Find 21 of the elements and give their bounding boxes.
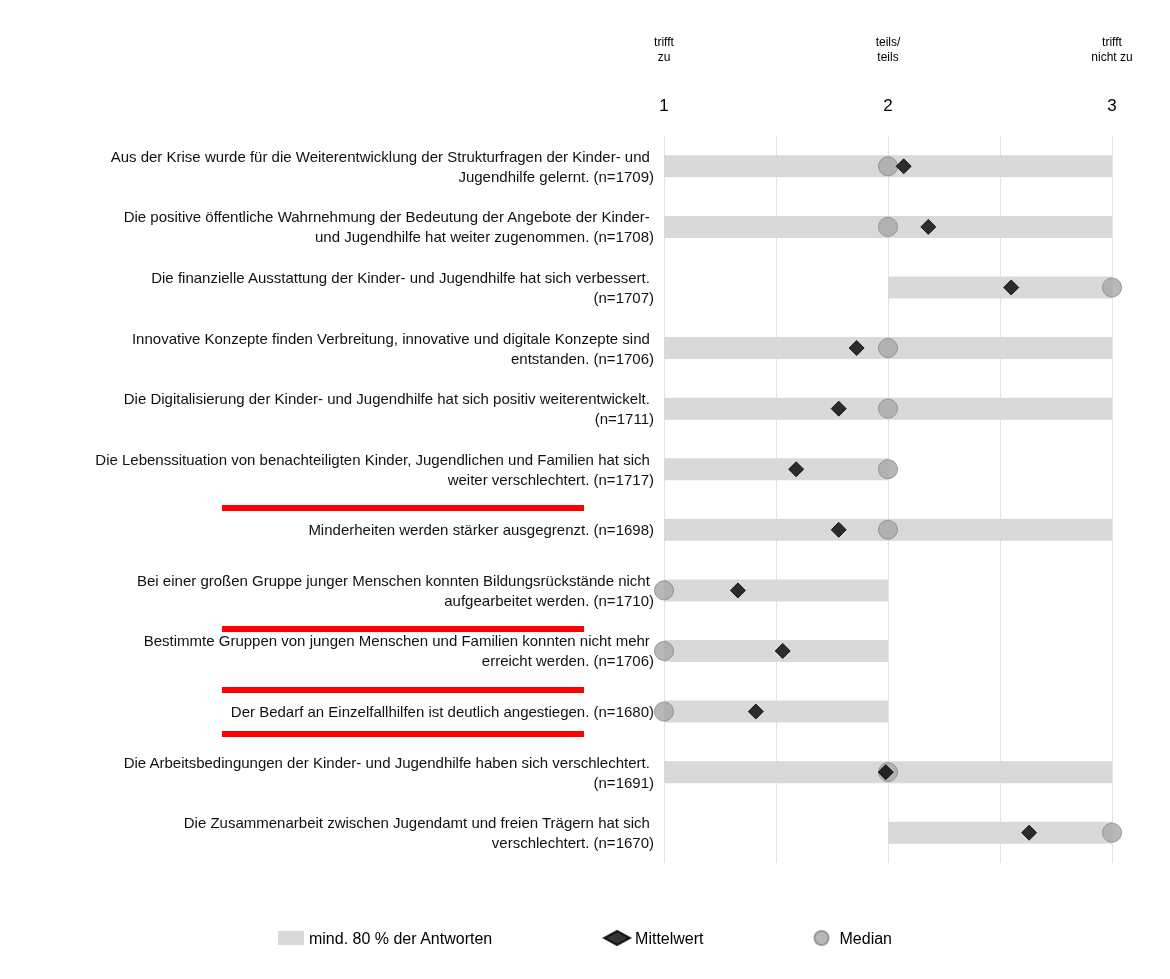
text: teils/ teils — [875, 34, 901, 64]
legend-label: Mittelwert — [635, 929, 705, 947]
y-tick-label: Die finanzielle Ausstattung der Kinder- und Jugendhilfe hat sich verbessert. (n=1707) — [151, 268, 654, 306]
text: trifft zu — [654, 34, 675, 64]
y-tick-label: Bestimmte Gruppen von jungen Menschen und Familien konnten nicht mehr erreicht werden. (n=1706) — [143, 632, 654, 670]
x-tick-label: 2 — [883, 96, 893, 115]
y-tick-label: Die Digitalisierung der Kinder- und Jugendhilfe hat sich positiv weiterentwickelt. (n=1711) — [123, 390, 654, 428]
y-tick-label: Die Arbeitsbedingungen der Kinder- und Jugendhilfe haben sich verschlechtert. (n=1691) — [123, 753, 654, 791]
y-tick-label: Minderheiten werden stärker ausgegrenzt. (n=1698) — [308, 521, 654, 539]
y-tick-label: Bei einer großen Gruppe junger Menschen konnten Bildungsrückstände nicht aufgearbeitet werden. (n=1710) — [137, 571, 654, 609]
y-tick-label: Die Lebenssituation von benachteiligten Kinder, Jugendlichen und Familien hat sich weiter verschlechtert. (n=1717) — [95, 450, 654, 488]
x-tick-label: 1 — [659, 96, 669, 115]
y-tick-label: Die positive öffentliche Wahrnehmung der Bedeutung der Angebote der Kinder- und Jugendhilfe hat weiter zugenommen. (n=1708) — [123, 208, 654, 246]
y-tick-label: Aus der Krise wurde für die Weiterentwicklung der Strukturfragen der Kinder- und Jugendhilfe gelernt. (n=1709) — [110, 147, 654, 185]
x-tick-label: 3 — [1107, 96, 1117, 115]
y-tick-label: Der Bedarf an Einzelfallhilfen ist deutlich angestiegen. (n=1680) — [230, 703, 654, 721]
y-tick-label: Die Zusammenarbeit zwischen Jugendamt und freien Trägern hat sich verschlechtert. (n=1670) — [183, 814, 654, 852]
y-tick-label: Innovative Konzepte finden Verbreitung, innovative und digitale Konzepte sind entstanden. (n=1706) — [131, 329, 654, 367]
legend-label: mind. 80 % der Antworten — [308, 929, 493, 947]
text: trifft nicht zu — [1091, 34, 1133, 64]
legend-label: Median — [839, 929, 893, 947]
